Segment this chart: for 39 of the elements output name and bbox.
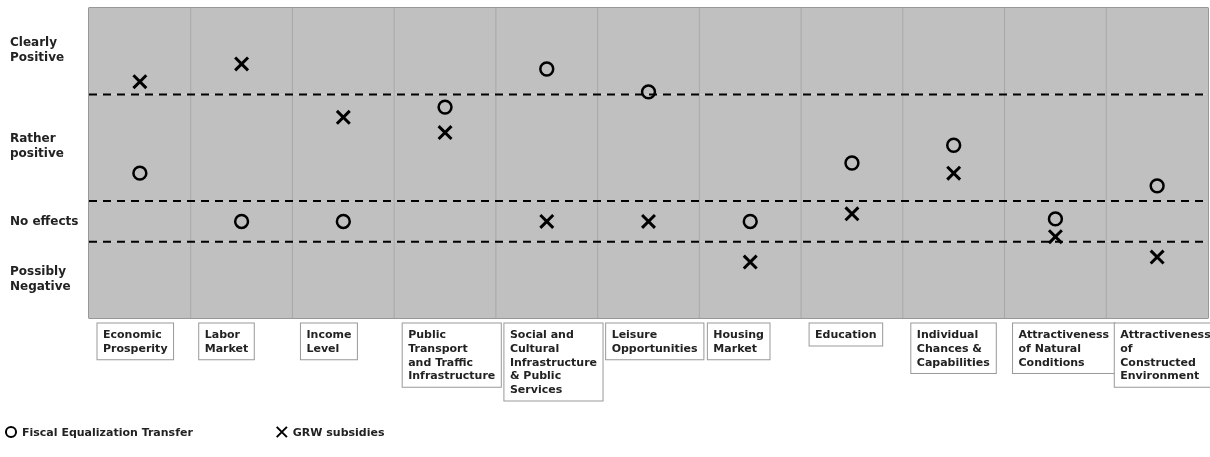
point — [1149, 178, 1165, 194]
point — [640, 213, 657, 230]
point — [946, 137, 962, 153]
point — [335, 213, 351, 230]
band-label: No effects — [10, 214, 79, 229]
x-tick-label: Education — [815, 328, 877, 341]
point — [1047, 228, 1064, 245]
point — [945, 165, 962, 182]
x-tick-label: Attractiveness of Natural Conditions — [1018, 328, 1110, 369]
point — [233, 55, 250, 72]
point — [437, 99, 453, 115]
point — [742, 213, 758, 230]
point — [437, 124, 453, 141]
point — [1047, 211, 1064, 227]
x-tick-label: Income Level — [306, 328, 352, 355]
x-tick-label: Attractiveness of Constructed Environment — [1120, 328, 1210, 383]
point — [131, 73, 148, 90]
point — [538, 213, 555, 230]
point — [233, 213, 250, 230]
band-label: Rather positive — [10, 131, 64, 161]
band-label: Possibly Negative — [10, 263, 71, 293]
point — [1149, 249, 1166, 265]
x-tick-label: Social and Cultural Infrastructure & Public Services — [509, 328, 598, 396]
legend-label: GRW subsidies — [292, 426, 385, 439]
x-tick-label: Individual Chances & Capabilities — [916, 328, 991, 369]
point — [132, 165, 148, 181]
point — [539, 61, 555, 77]
x-tick-label: Leisure Opportunities — [611, 328, 698, 355]
point — [742, 254, 759, 271]
legend-label: Fiscal Equalization Transfer — [22, 426, 194, 439]
x-tick-label: Labor Market — [204, 328, 249, 355]
point — [640, 84, 657, 100]
point — [844, 205, 860, 222]
point — [335, 109, 352, 126]
band-label: Clearly Positive — [10, 34, 65, 64]
point — [844, 155, 860, 171]
x-tick-label: Public Transport and Traffic Infrastructure — [408, 328, 496, 383]
x-tick-label: Housing Market — [713, 328, 764, 355]
x-tick-label: Economic Prosperity — [103, 328, 168, 355]
